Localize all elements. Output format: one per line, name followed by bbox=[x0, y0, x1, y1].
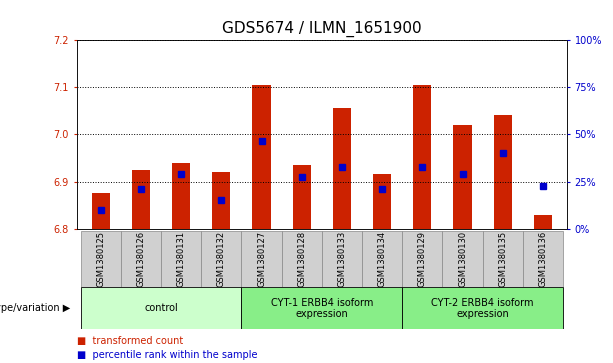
Text: GSM1380136: GSM1380136 bbox=[538, 231, 547, 287]
Bar bbox=[443, 231, 482, 287]
Bar bbox=[402, 287, 563, 329]
Text: GSM1380133: GSM1380133 bbox=[337, 231, 346, 287]
Bar bbox=[81, 231, 121, 287]
Bar bbox=[322, 231, 362, 287]
Bar bbox=[281, 231, 322, 287]
Text: GSM1380135: GSM1380135 bbox=[498, 231, 507, 287]
Text: GSM1380131: GSM1380131 bbox=[177, 231, 186, 287]
Text: GSM1380128: GSM1380128 bbox=[297, 231, 306, 287]
Bar bbox=[413, 85, 432, 229]
Bar bbox=[362, 231, 402, 287]
Bar bbox=[482, 231, 523, 287]
Text: GSM1380125: GSM1380125 bbox=[96, 231, 105, 287]
Text: GSM1380129: GSM1380129 bbox=[418, 231, 427, 287]
Bar bbox=[81, 287, 242, 329]
Bar bbox=[161, 231, 201, 287]
Bar bbox=[212, 172, 230, 229]
Bar bbox=[201, 231, 242, 287]
Text: GSM1380132: GSM1380132 bbox=[217, 231, 226, 287]
Text: CYT-2 ERBB4 isoform
expression: CYT-2 ERBB4 isoform expression bbox=[432, 298, 534, 319]
Text: genotype/variation ▶: genotype/variation ▶ bbox=[0, 303, 70, 313]
Bar bbox=[172, 163, 190, 229]
Bar bbox=[242, 287, 402, 329]
Bar bbox=[253, 85, 270, 229]
Bar bbox=[333, 109, 351, 229]
Bar bbox=[132, 170, 150, 229]
Bar bbox=[292, 165, 311, 229]
Text: CYT-1 ERBB4 isoform
expression: CYT-1 ERBB4 isoform expression bbox=[270, 298, 373, 319]
Bar bbox=[493, 115, 512, 229]
Bar bbox=[242, 231, 281, 287]
Bar bbox=[92, 193, 110, 229]
Text: ■  percentile rank within the sample: ■ percentile rank within the sample bbox=[77, 350, 257, 360]
Text: GSM1380130: GSM1380130 bbox=[458, 231, 467, 287]
Text: GSM1380127: GSM1380127 bbox=[257, 231, 266, 287]
Bar bbox=[454, 125, 471, 229]
Text: GSM1380134: GSM1380134 bbox=[378, 231, 387, 287]
Bar bbox=[121, 231, 161, 287]
Text: control: control bbox=[144, 303, 178, 313]
Text: ■  transformed count: ■ transformed count bbox=[77, 336, 183, 346]
Title: GDS5674 / ILMN_1651900: GDS5674 / ILMN_1651900 bbox=[222, 21, 422, 37]
Text: GSM1380126: GSM1380126 bbox=[137, 231, 145, 287]
Bar bbox=[534, 215, 552, 229]
Bar bbox=[373, 175, 391, 229]
Bar bbox=[523, 231, 563, 287]
Bar bbox=[402, 231, 443, 287]
